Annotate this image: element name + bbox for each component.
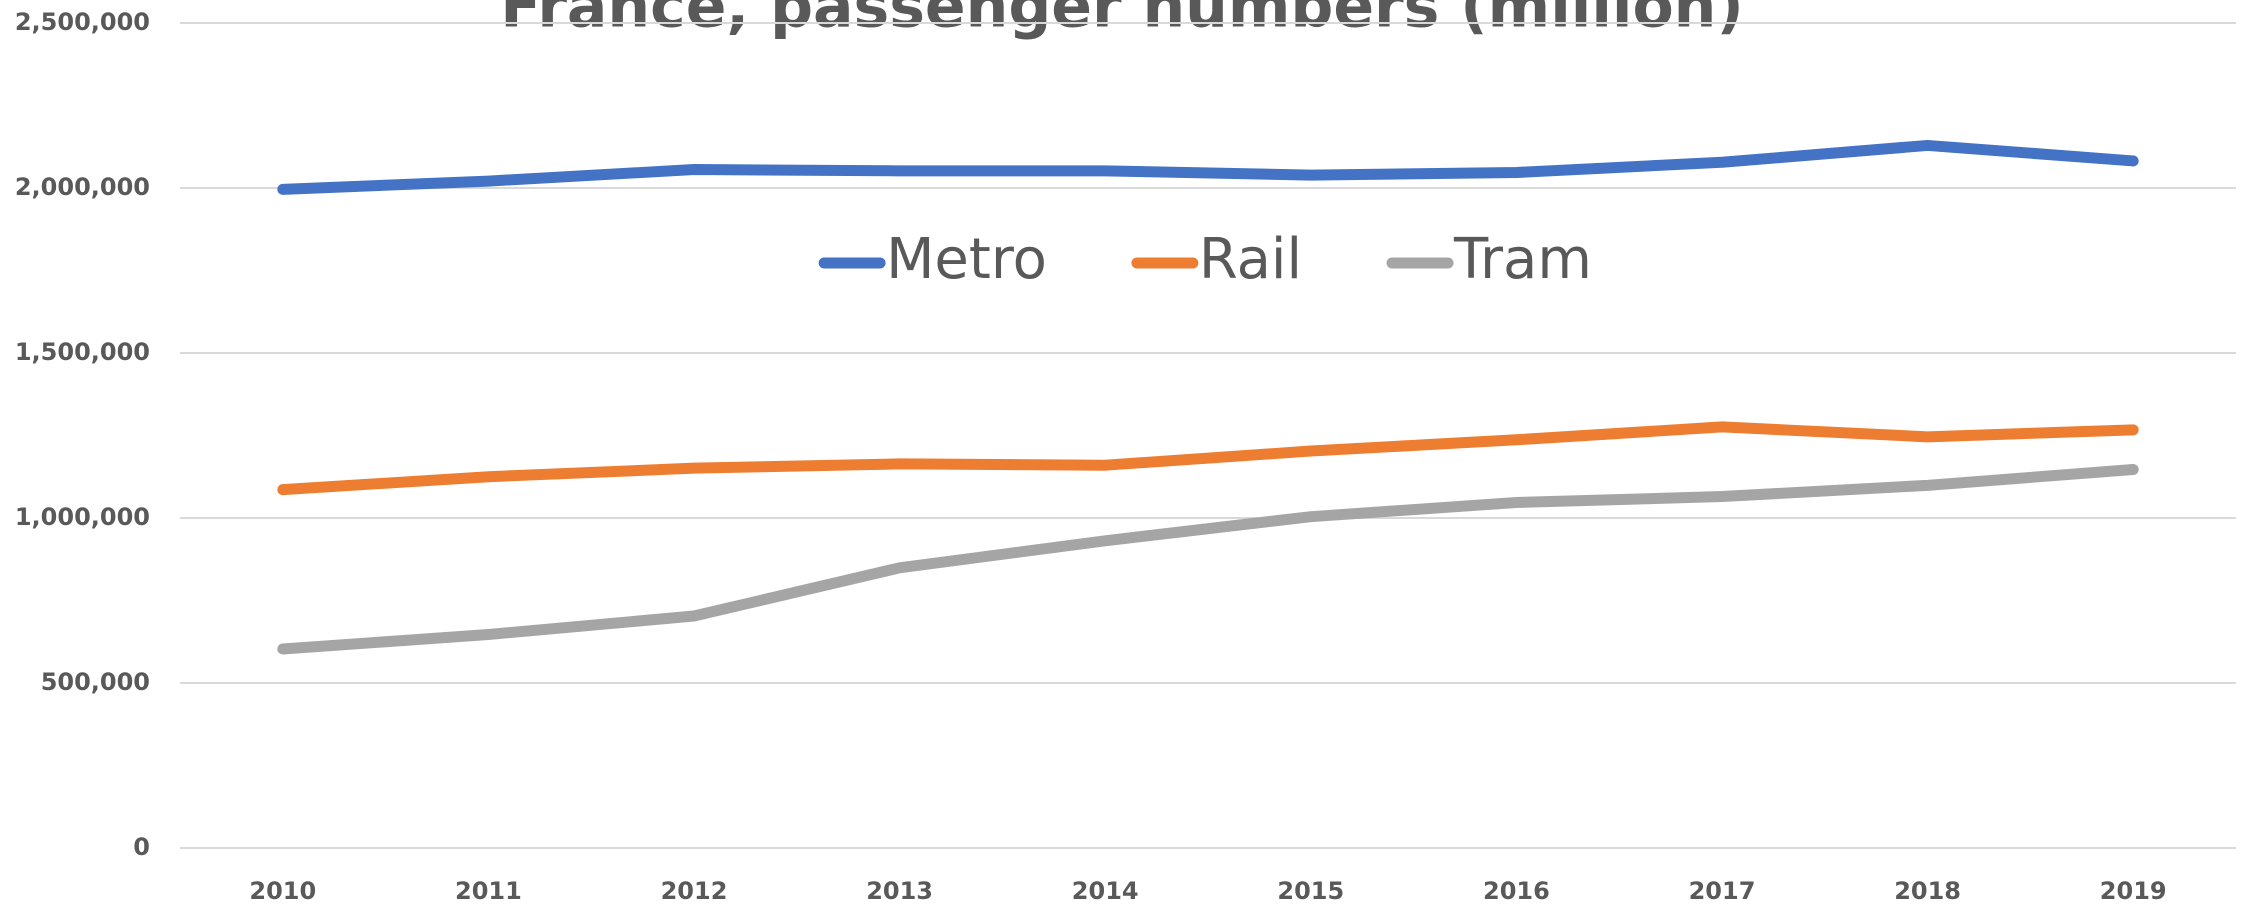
x-tick-label: 2018 bbox=[1894, 877, 1961, 905]
y-tick-label: 0 bbox=[133, 833, 150, 861]
x-tick-label: 2015 bbox=[1277, 877, 1344, 905]
x-tick-label: 2013 bbox=[866, 877, 933, 905]
legend-label: Rail bbox=[1199, 227, 1302, 292]
y-tick-label: 500,000 bbox=[41, 668, 150, 696]
y-tick-label: 1,500,000 bbox=[15, 338, 150, 366]
x-tick-label: 2014 bbox=[1072, 877, 1139, 905]
x-tick-label: 2012 bbox=[661, 877, 728, 905]
x-tick-label: 2016 bbox=[1483, 877, 1550, 905]
legend: Metro Rail Tram bbox=[818, 227, 1592, 292]
x-tick-label: 2017 bbox=[1689, 877, 1756, 905]
x-tick-label: 2011 bbox=[455, 877, 522, 905]
legend-label: Tram bbox=[1453, 227, 1592, 292]
y-tick-label: 2,000,000 bbox=[15, 173, 150, 201]
x-tick-label: 2010 bbox=[249, 877, 316, 905]
y-tick-label: 2,500,000 bbox=[15, 8, 150, 36]
legend-label: Metro bbox=[886, 227, 1047, 292]
chart-title: France, passenger numbers (million) bbox=[500, 0, 1744, 42]
series-line bbox=[277, 463, 2139, 655]
series-line bbox=[277, 421, 2139, 496]
y-tick-label: 1,000,000 bbox=[15, 503, 150, 531]
x-tick-label: 2019 bbox=[2100, 877, 2167, 905]
series-line bbox=[277, 139, 2139, 195]
